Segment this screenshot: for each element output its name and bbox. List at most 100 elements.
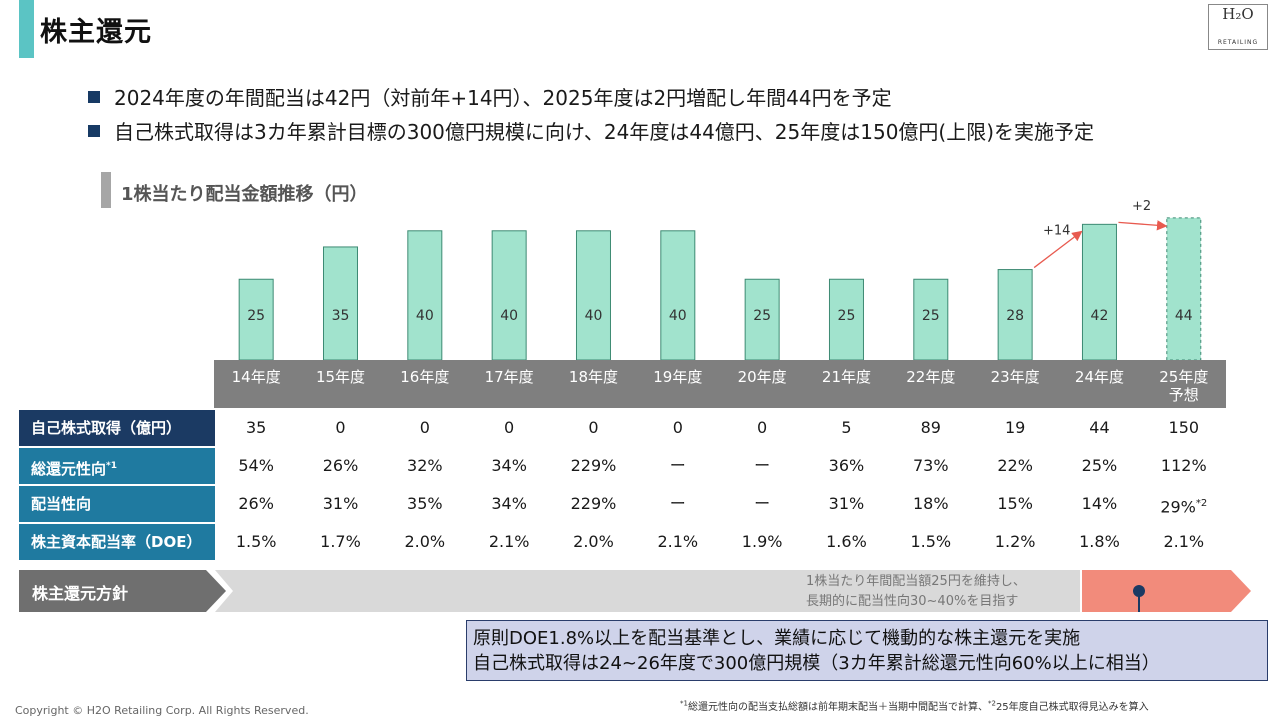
change-arrow-0	[1033, 230, 1083, 269]
table-cell: ー	[754, 456, 771, 475]
year-label: 15年度	[315, 368, 366, 386]
chart-title: 1株当たり配当金額推移（円）	[121, 184, 368, 205]
table-cell: 229%	[570, 494, 617, 513]
policy-pointer-dot	[1133, 585, 1145, 597]
cell-footnote-marker: *2	[1195, 498, 1208, 509]
bar-value-label: 42	[1091, 308, 1109, 324]
bar-1	[322, 246, 358, 361]
logo-mark: H₂O	[1222, 5, 1254, 23]
table-row-label: 自己株式取得（億円）	[19, 410, 215, 446]
row-label-text: 総還元性向	[31, 460, 107, 478]
change-label-1: +2	[1132, 199, 1151, 214]
table-cell: 0	[757, 418, 768, 437]
table-row-label: 株主資本配当率（DOE）	[19, 524, 215, 560]
table-cell: 26%	[322, 456, 359, 475]
table-cell: ー	[669, 494, 686, 513]
year-label: 20年度	[737, 368, 787, 386]
policy-arrow-bar	[19, 570, 1251, 612]
policy-highlight-arrow	[1082, 570, 1251, 612]
year-label: 25年度 予想	[1159, 368, 1209, 404]
table-cell: 112%	[1160, 456, 1207, 475]
table-row-label: 配当性向	[19, 486, 215, 522]
table-cell: 1.9%	[741, 532, 783, 551]
policy-note: 1株当たり年間配当額25円を維持し、 長期的に配当性向30~40%を目指す	[806, 572, 1072, 612]
policy-label-arrow	[19, 570, 226, 612]
copyright: Copyright © H2O Retailing Corp. All Righ…	[15, 704, 309, 717]
bar-value-label: 25	[247, 308, 265, 324]
table-row-label: 総還元性向*1	[19, 448, 215, 484]
year-label: 24年度	[1074, 368, 1124, 386]
table-cell: 0	[672, 418, 683, 437]
row-label-footnote-marker: *1	[106, 461, 117, 471]
footnote-text-1: 総還元性向の配当支払総額は前年期末配当＋当期中間配当で計算、	[687, 702, 988, 713]
h2o-retailing-logo: H₂O RETAILING	[1208, 4, 1268, 50]
bar-3	[491, 230, 527, 361]
table-cell: 1.8%	[1079, 532, 1120, 551]
table-cell: 19	[1004, 418, 1026, 437]
table-cell: 14%	[1081, 494, 1118, 513]
footnote-marker-2: *2	[987, 699, 996, 708]
bullet-square-icon	[88, 91, 100, 103]
bullet-text: 2024年度の年間配当は42円（対前年+14円）、2025年度は2円増配し年間4…	[114, 86, 892, 110]
table-row: 26% 31% 35% 34% 229% ー ー 31% 18% 15% 14% 29%*2	[214, 486, 1226, 522]
change-label-0: +14	[1043, 223, 1070, 238]
table-cell: 1.5%	[235, 532, 277, 551]
footnote-text-2: 25年度自己株式取得見込みを算入	[995, 702, 1149, 713]
bar-value-label: 40	[669, 308, 687, 324]
bar-2	[407, 230, 443, 361]
policy-track	[215, 570, 1080, 612]
table-cell: 73%	[913, 456, 949, 475]
table-cell: 26%	[238, 494, 274, 513]
bullet-buyback: 自己株式取得は3カ年累計目標の300億円規模に向け、24年度は44億円、25年度…	[88, 116, 1094, 145]
year-label: 18年度	[568, 368, 619, 386]
policy-note-line2: 長期的に配当性向30~40%を目指す	[806, 594, 1019, 609]
table-cell: 18%	[913, 494, 949, 513]
table-cell: 2.0%	[404, 532, 446, 551]
year-label: 22年度	[906, 368, 956, 386]
table-cell: 31%	[322, 494, 359, 513]
policy-label: 株主還元方針	[32, 584, 129, 603]
table-cell: 2.1%	[1163, 532, 1205, 551]
table-cell: 150	[1168, 418, 1200, 437]
year-header-row: 14年度 15年度 16年度 17年度 18年度 19年度 20年度 21年度 22年度 23年度…	[214, 360, 1226, 408]
table-cell: 35%	[407, 494, 443, 513]
table-cell: 1.6%	[826, 532, 867, 551]
bar-value-label: 40	[585, 308, 603, 324]
dividend-bar-chart: 25 35 40 40 40 40 25 25 25 28 42 44 +14 +2	[238, 199, 1202, 361]
footnote-marker-1: *1	[680, 699, 688, 708]
table-cell: 0	[588, 418, 599, 437]
table-cell: 1.2%	[994, 532, 1036, 551]
bar-value-label: 35	[332, 308, 350, 324]
table-cell: 31%	[828, 494, 865, 513]
row-label-text: 株主資本配当率（DOE）	[31, 533, 202, 551]
table-cell: 2.1%	[657, 532, 699, 551]
change-arrow-1	[1118, 220, 1168, 231]
table-cell: 1.5%	[910, 532, 952, 551]
bar-4	[575, 230, 611, 361]
table-cell: ー	[669, 456, 686, 475]
bullet-text: 自己株式取得は3カ年累計目標の300億円規模に向け、24年度は44億円、25年度…	[114, 120, 1095, 144]
table-cell: 2.0%	[573, 532, 614, 551]
policy-note-line1: 1株当たり年間配当額25円を維持し、	[806, 574, 1026, 589]
policy-box-line1: 原則DOE1.8%以上を配当基準とし、業績に応じて機動的な株主還元を実施	[473, 628, 1081, 649]
bar-10	[1081, 223, 1117, 361]
policy-box-line2: 自己株式取得は24~26年度で300億円規模（3カ年累計総還元性向60%以上に相…	[473, 653, 1160, 674]
chart-title-accent	[101, 172, 111, 208]
year-label: 17年度	[484, 368, 534, 386]
bar-value-label: 25	[753, 308, 771, 324]
bar-11	[1166, 217, 1202, 361]
row-label-text: 配当性向	[31, 495, 92, 513]
year-label: 23年度	[990, 368, 1040, 386]
table-cell: 5	[841, 418, 852, 437]
bar-value-label: 25	[922, 308, 940, 324]
table-cell: 1.7%	[320, 532, 361, 551]
bar-6	[744, 278, 780, 361]
bar-value-label: 40	[500, 308, 518, 324]
bar-7	[828, 278, 864, 361]
table-cell: 15%	[997, 494, 1033, 513]
footnote: *1総還元性向の配当支払総額は前年期末配当＋当期中間配当で計算、*225年度自己…	[680, 698, 1149, 713]
year-label: 14年度	[231, 368, 281, 386]
page-title: 株主還元	[40, 17, 152, 48]
table-row: 35 0 0 0 0 0 0 5 89 19 44 150	[214, 410, 1226, 446]
bullet-square-icon	[88, 125, 100, 137]
